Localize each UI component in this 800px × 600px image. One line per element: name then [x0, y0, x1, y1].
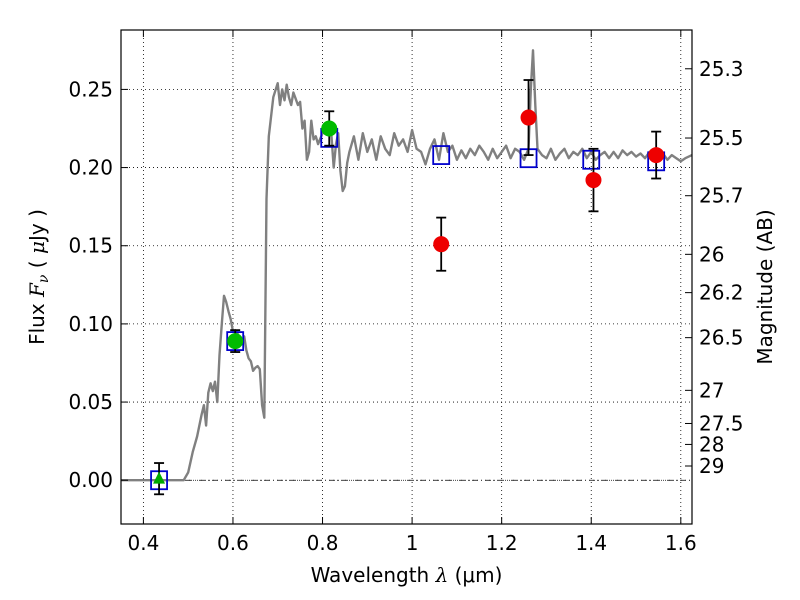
x-tick-label: 0.4: [127, 531, 159, 555]
y2-tick-label: 28: [699, 432, 724, 456]
x-tick-label: 1.2: [486, 531, 518, 555]
y-tick-label: 0.25: [68, 77, 113, 101]
model-bandpass-square: [582, 149, 601, 170]
y2-tick-label: 29: [699, 454, 724, 478]
x-axis-title: Wavelength λ (μm): [311, 563, 503, 587]
y2-tick-label: 27.5: [699, 411, 744, 435]
model-spectrum-line: [121, 49, 692, 482]
y2-tick-label: 25.5: [699, 126, 744, 150]
y-tick-label: 0.00: [68, 468, 113, 492]
y2-tick-label: 26.5: [699, 326, 744, 350]
observed-flux-point: [648, 147, 665, 164]
x-tick-label: 0.8: [307, 531, 339, 555]
y-tick-label: 0.15: [68, 234, 113, 258]
y-tick-label: 0.10: [68, 312, 113, 336]
observed-flux-triangle: [153, 471, 166, 484]
axis-ticks: 0.4 0.6 0.8 1 1.2 1.4 1.6 0.00 0.05 0.10 0.15 0.20 0…: [68, 30, 744, 555]
observed-flux-point: [520, 109, 537, 126]
x-tick-label: 1: [406, 531, 419, 555]
y2-tick-label: 27: [699, 378, 724, 402]
observed-flux-point: [433, 236, 450, 253]
y-tick-label: 0.20: [68, 156, 113, 180]
y2-tick-label: 25.3: [699, 57, 744, 81]
observed-flux-point: [321, 120, 338, 137]
data-points: [150, 79, 666, 496]
x-tick-label: 0.6: [217, 531, 249, 555]
observed-flux-point: [585, 172, 602, 189]
y-tick-label: 0.05: [68, 390, 113, 414]
grid: [121, 30, 692, 524]
y2-tick-label: 26.2: [699, 281, 744, 305]
x-tick-label: 1.4: [575, 531, 607, 555]
x-tick-label: 1.6: [665, 531, 697, 555]
model-bandpass-square: [432, 145, 451, 165]
y2-axis-title: Magnitude (AB): [753, 209, 777, 364]
observed-flux-point: [227, 333, 244, 350]
y2-tick-label: 25.7: [699, 184, 744, 208]
plot-frame: [120, 29, 693, 525]
y2-tick-label: 26: [699, 242, 724, 266]
y-axis-title: Flux Fν ( μJy ): [25, 209, 52, 345]
